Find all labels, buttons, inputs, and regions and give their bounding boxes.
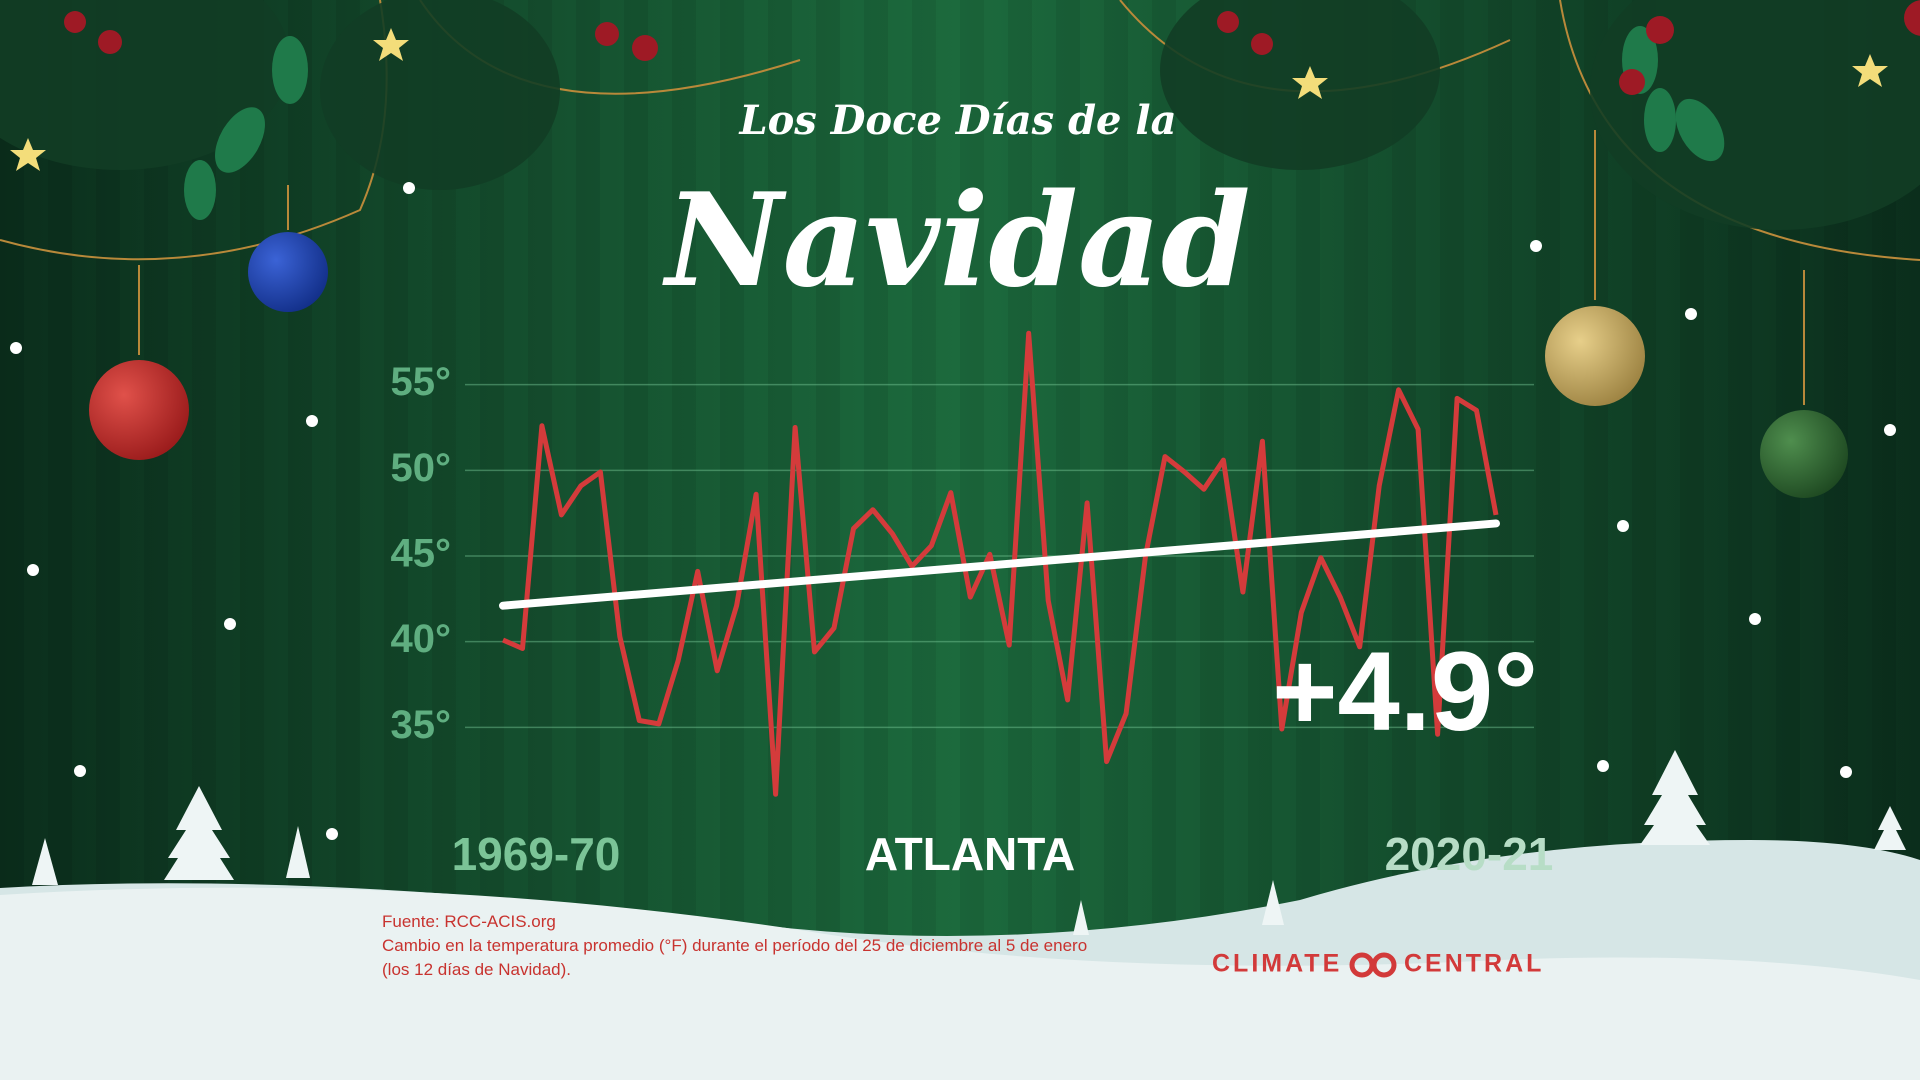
trees bbox=[32, 750, 1906, 935]
snow-landscape bbox=[0, 750, 1920, 1080]
berries bbox=[64, 0, 1920, 95]
y-tick-label: 45° bbox=[391, 532, 452, 576]
ornament bbox=[248, 232, 328, 312]
snowflakes bbox=[10, 182, 1896, 840]
y-tick-label: 55° bbox=[391, 360, 452, 404]
y-tick-label: 40° bbox=[391, 617, 452, 661]
logo: CLIMATE CENTRAL bbox=[1212, 950, 1544, 978]
logo-mark bbox=[1371, 952, 1397, 978]
trend-line bbox=[499, 519, 1500, 610]
stars bbox=[10, 28, 1888, 171]
source: Fuente: RCC-ACIS.org bbox=[382, 912, 556, 931]
y-tick-label: 50° bbox=[391, 446, 452, 490]
change-annotation: +4.9° bbox=[1272, 629, 1538, 754]
note-line: Cambio en la temperatura promedio (°F) d… bbox=[382, 936, 1087, 955]
ornament-strings bbox=[138, 130, 1805, 405]
note-line: (los 12 días de Navidad). bbox=[382, 960, 571, 979]
x-tick-label: 1969-70 bbox=[452, 828, 621, 880]
ornament bbox=[89, 360, 189, 460]
logo-text: CENTRAL bbox=[1404, 950, 1544, 978]
ornament bbox=[1760, 410, 1848, 498]
ornament bbox=[1545, 306, 1645, 406]
location-label: ATLANTA bbox=[865, 828, 1075, 880]
decorations bbox=[0, 0, 1920, 840]
snow-hill bbox=[0, 887, 1920, 1080]
y-tick-label: 35° bbox=[391, 703, 452, 747]
x-tick-label: 2020-21 bbox=[1385, 828, 1554, 880]
logo-text: CLIMATE bbox=[1212, 950, 1342, 978]
leaves bbox=[0, 0, 1920, 230]
temperature-line bbox=[502, 330, 1499, 797]
plot: 35° 40° 45° 50° 55° 1969-70 2020-21 bbox=[391, 330, 1554, 880]
subtitle: Navidad bbox=[662, 166, 1251, 316]
title: Los Doce Días de la bbox=[738, 97, 1176, 144]
